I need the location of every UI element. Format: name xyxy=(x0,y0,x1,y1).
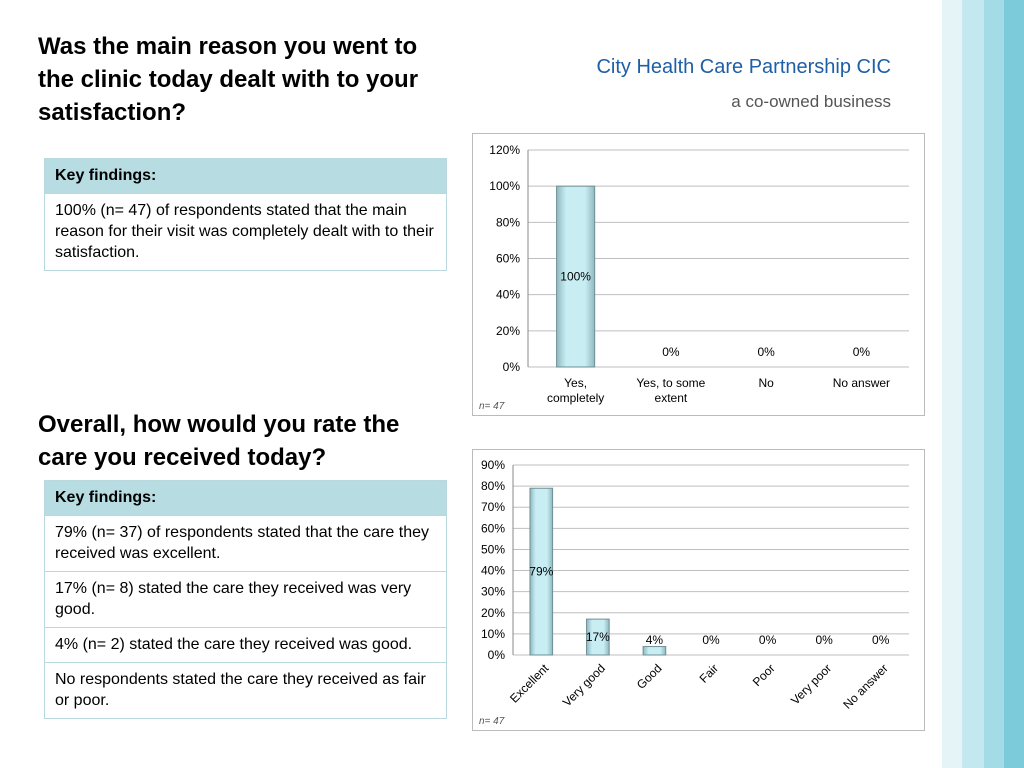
findings-table: Key findings: 79% (n= 37) of respondents… xyxy=(44,480,447,719)
x-tick-label: Fair xyxy=(697,661,722,686)
findings-header: Key findings: xyxy=(44,480,447,516)
data-label: 17% xyxy=(586,630,610,644)
y-tick-label: 90% xyxy=(481,458,505,472)
y-tick-label: 80% xyxy=(481,479,505,493)
bar xyxy=(529,487,554,656)
y-tick-label: 30% xyxy=(481,585,505,599)
y-tick-label: 20% xyxy=(496,324,520,338)
note: n= 47 xyxy=(479,401,505,412)
finding: No respondents stated the care they rece… xyxy=(44,662,447,719)
question: Overall, how would you rate the care you… xyxy=(38,411,400,471)
x-tick-label: No xyxy=(758,376,774,390)
x-tick-label: Excellent xyxy=(507,661,552,706)
data-label: 0% xyxy=(872,633,890,647)
x-tick-label: Very good xyxy=(560,661,608,709)
y-tick-label: 60% xyxy=(481,521,505,535)
data-label: 79% xyxy=(529,565,553,579)
y-tick-label: 100% xyxy=(489,179,520,193)
findings-header: Key findings: xyxy=(44,158,447,194)
y-tick-label: 120% xyxy=(489,143,520,157)
data-label: 0% xyxy=(815,633,833,647)
x-tick-label: Very poor xyxy=(788,661,834,707)
y-tick-label: 40% xyxy=(496,288,520,302)
y-tick-label: 0% xyxy=(503,360,521,374)
y-tick-label: 70% xyxy=(481,500,505,514)
finding: 17% (n= 8) stated the care they received… xyxy=(44,571,447,628)
y-tick-label: 80% xyxy=(496,215,520,229)
x-tick-label: Yes, completely xyxy=(547,376,604,405)
y-tick-label: 60% xyxy=(496,252,520,266)
y-tick-label: 40% xyxy=(481,564,505,578)
x-tick-label: Good xyxy=(634,661,665,692)
decor-stripes xyxy=(942,0,1024,768)
y-tick-label: 0% xyxy=(488,648,506,662)
brand-tagline: a co-owned business xyxy=(731,92,891,111)
data-label: 0% xyxy=(702,633,720,647)
bar xyxy=(642,646,667,656)
y-tick-label: 10% xyxy=(481,627,505,641)
bar xyxy=(586,618,610,656)
y-tick-label: 50% xyxy=(481,542,505,556)
finding: 100% (n= 47) of respondents stated that … xyxy=(44,193,447,271)
data-label: 0% xyxy=(853,345,871,359)
finding: 4% (n= 2) stated the care they received … xyxy=(44,627,447,663)
brand-name: City Health Care Partnership CIC xyxy=(596,56,891,78)
note: n= 47 xyxy=(479,716,505,727)
data-label: 0% xyxy=(759,633,777,647)
data-label: 100% xyxy=(560,270,591,284)
y-tick-label: 20% xyxy=(481,606,505,620)
data-label: 4% xyxy=(646,633,664,647)
x-tick-label: No answer xyxy=(833,376,890,390)
finding: 79% (n= 37) of respondents stated that t… xyxy=(44,515,447,572)
x-tick-label: Poor xyxy=(750,661,778,689)
question: Was the main reason you went to the clin… xyxy=(38,33,419,126)
data-label: 0% xyxy=(662,345,680,359)
findings-table: Key findings: 100% (n= 47) of respondent… xyxy=(44,158,447,271)
x-tick-label: No answer xyxy=(840,661,890,711)
chart: 0% 10% 20% 30% 40% 50% 60% 70% 80% 90% 79% Excellen… xyxy=(472,449,925,731)
bar xyxy=(556,185,596,368)
x-tick-label: Yes, to some extent xyxy=(636,376,705,405)
data-label: 0% xyxy=(757,345,775,359)
chart: 0% 20% 40% 60% 80% 100% 120% 100% Yes, completely… xyxy=(472,133,925,416)
